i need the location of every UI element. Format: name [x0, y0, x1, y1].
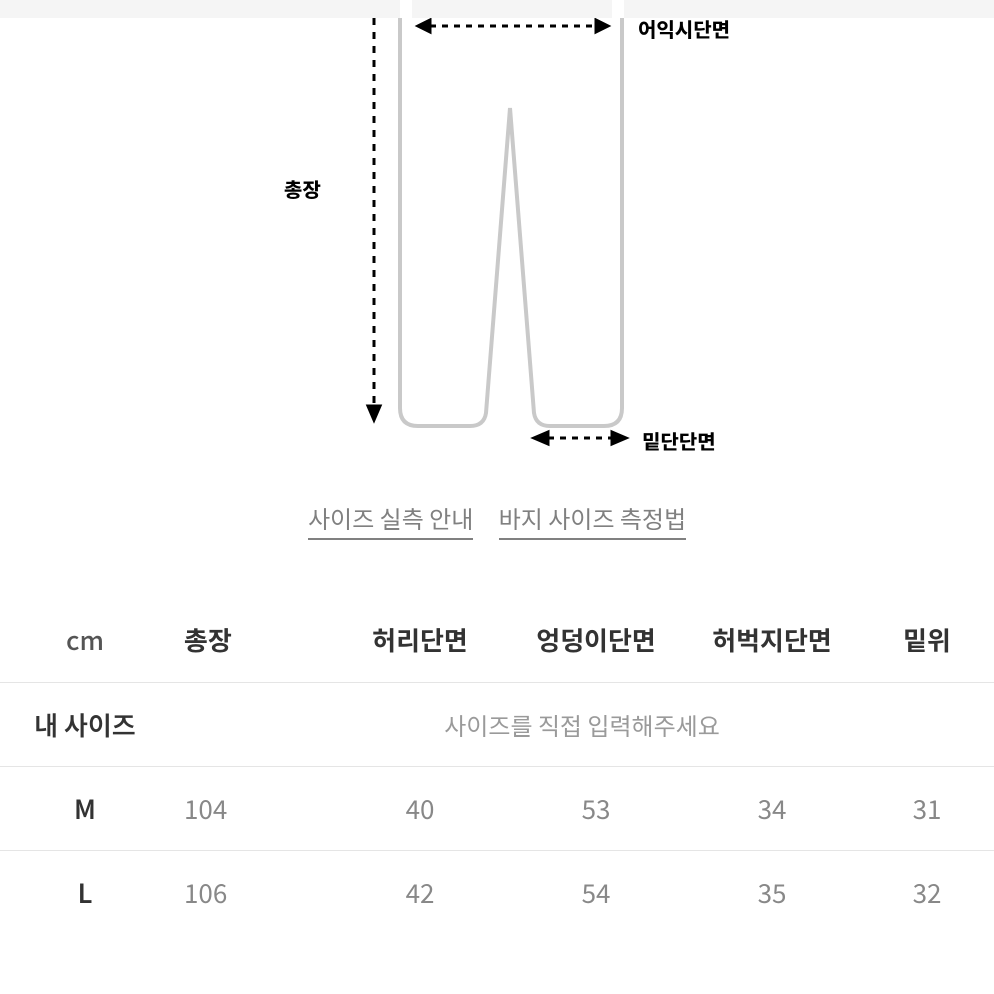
size-table-unit: cm — [0, 598, 170, 682]
size-value: 35 — [684, 850, 860, 934]
top-strip-gap — [400, 0, 412, 18]
size-value: 53 — [508, 766, 684, 850]
size-table-header-row: cm 총장 허리단면 엉덩이단면 허벅지단면 밑위 — [0, 598, 994, 682]
pants-diagram-svg — [0, 18, 994, 488]
size-table-col: 허리단면 — [332, 598, 508, 682]
size-table-col: 허벅지단면 — [684, 598, 860, 682]
top-strip-seg — [412, 0, 612, 18]
mysize-placeholder[interactable]: 사이즈를 직접 입력해주세요 — [170, 682, 994, 766]
table-row: L 106 42 54 35 32 — [0, 850, 994, 934]
size-value: 32 — [860, 850, 994, 934]
size-table: cm 총장 허리단면 엉덩이단면 허벅지단면 밑위 내 사이즈 사이즈를 직접 … — [0, 598, 994, 934]
size-guide-link[interactable]: 사이즈 실측 안내 — [308, 500, 473, 540]
mysize-label: 내 사이즈 — [0, 682, 170, 766]
pants-diagram: 어익시단면 총장 밑단단면 — [0, 18, 994, 488]
size-label: L — [0, 850, 170, 934]
mysize-row[interactable]: 내 사이즈 사이즈를 직접 입력해주세요 — [0, 682, 994, 766]
diagram-label-thigh: 어익시단면 — [638, 14, 730, 43]
size-value: 42 — [332, 850, 508, 934]
size-guide-links: 사이즈 실측 안내 바지 사이즈 측정법 — [0, 500, 994, 540]
top-strip-seg — [0, 0, 400, 18]
diagram-label-hem: 밑단단면 — [642, 426, 716, 455]
top-background-strip — [0, 0, 994, 18]
size-value: 106 — [170, 850, 332, 934]
size-value: 54 — [508, 850, 684, 934]
size-label: M — [0, 766, 170, 850]
size-value: 34 — [684, 766, 860, 850]
top-strip-gap — [612, 0, 624, 18]
diagram-label-length: 총장 — [284, 174, 321, 203]
size-value: 31 — [860, 766, 994, 850]
table-row: M 104 40 53 34 31 — [0, 766, 994, 850]
size-table-col: 밑위 — [860, 598, 994, 682]
size-table-col: 총장 — [170, 598, 332, 682]
size-value: 40 — [332, 766, 508, 850]
size-table-col: 엉덩이단면 — [508, 598, 684, 682]
size-value: 104 — [170, 766, 332, 850]
size-method-link[interactable]: 바지 사이즈 측정법 — [499, 500, 686, 540]
